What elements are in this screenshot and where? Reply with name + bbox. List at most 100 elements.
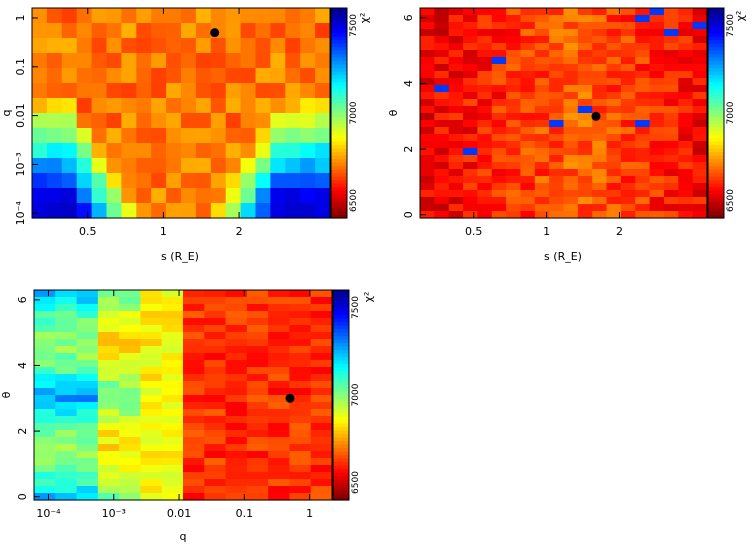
heatmap-cell xyxy=(268,318,291,326)
colorbar-label: χ² xyxy=(358,13,371,24)
heatmap-cell xyxy=(136,98,152,114)
colorbar-segment xyxy=(708,123,724,128)
heatmap-cell xyxy=(97,304,120,312)
heatmap-cell xyxy=(663,162,679,170)
heatmap-cell xyxy=(592,71,608,79)
heatmap-cell xyxy=(663,50,679,58)
heatmap-cell xyxy=(136,23,152,39)
heatmap-cell xyxy=(649,141,665,149)
heatmap-cell xyxy=(310,472,333,480)
heatmap-cell xyxy=(34,311,56,319)
colorbar-segment xyxy=(333,349,349,354)
colorbar-segment xyxy=(708,102,724,107)
heatmap-cell xyxy=(563,85,579,93)
heatmap-cell xyxy=(635,50,651,58)
colorbar-segment xyxy=(708,134,724,139)
colorbar-segment xyxy=(708,78,724,83)
heatmap-cell xyxy=(270,98,286,114)
heatmap-cell xyxy=(434,155,450,163)
heatmap-cell xyxy=(549,190,565,198)
heatmap-cell xyxy=(534,50,550,58)
heatmap-cell xyxy=(434,169,450,177)
heatmap-cell xyxy=(195,143,212,159)
heatmap-cell xyxy=(210,158,227,174)
heatmap-cell xyxy=(310,332,333,340)
heatmap-cell xyxy=(161,465,184,473)
heatmap-cell xyxy=(119,409,142,417)
heatmap-cell xyxy=(491,29,507,37)
heatmap-cell xyxy=(434,113,450,121)
heatmap-cell xyxy=(491,57,507,65)
heatmap-cell xyxy=(592,204,608,212)
heatmap-cell xyxy=(151,128,167,144)
heatmap-cell xyxy=(577,43,593,51)
heatmap-cell xyxy=(663,15,679,23)
heatmap-cell xyxy=(119,416,142,424)
heatmap-cell xyxy=(649,127,665,135)
heatmap-cell xyxy=(520,106,536,114)
heatmap-cell xyxy=(477,141,493,149)
colorbar-segment xyxy=(708,155,724,160)
heatmap-cell xyxy=(204,437,227,445)
heatmap-cell xyxy=(491,71,507,79)
colorbar-segment xyxy=(708,39,724,44)
heatmap-cell xyxy=(246,430,269,438)
y-axis-label: q xyxy=(0,110,13,117)
heatmap-cell xyxy=(506,85,522,93)
heatmap-cell xyxy=(635,57,651,65)
heatmap-cell xyxy=(34,430,56,438)
heatmap-cell xyxy=(285,23,301,39)
heatmap-cell xyxy=(225,360,248,368)
heatmap-cell xyxy=(119,360,142,368)
heatmap-cell xyxy=(289,423,312,431)
colorbar-segment xyxy=(708,95,724,100)
heatmap-cell xyxy=(563,22,579,30)
colorbar-segment xyxy=(333,402,349,407)
heatmap-cell xyxy=(692,50,708,58)
heatmap-cell xyxy=(106,8,122,24)
colorbar-segment xyxy=(333,493,349,498)
heatmap-cell xyxy=(195,173,212,189)
heatmap-cell xyxy=(268,493,291,501)
heatmap-cell xyxy=(183,374,205,382)
heatmap-cell xyxy=(76,143,93,159)
heatmap-cell xyxy=(285,68,301,84)
heatmap-cell xyxy=(563,148,579,156)
heatmap-cell xyxy=(55,444,78,452)
colorbar-segment xyxy=(333,290,349,295)
colorbar-segment xyxy=(708,53,724,58)
heatmap-cell xyxy=(520,141,536,149)
heatmap-cell xyxy=(151,143,167,159)
heatmap-cell xyxy=(246,402,269,410)
heatmap-cell xyxy=(477,50,493,58)
heatmap-cell xyxy=(606,43,622,51)
heatmap-cell xyxy=(268,353,291,361)
heatmap-cell xyxy=(549,64,565,72)
heatmap-cell xyxy=(463,78,478,86)
heatmap-cell xyxy=(76,395,99,403)
heatmap-cell xyxy=(678,71,694,79)
heatmap-cell xyxy=(520,176,536,184)
colorbar-segment xyxy=(708,137,724,142)
heatmap-cell xyxy=(255,173,271,189)
heatmap-cell xyxy=(300,23,316,39)
heatmap-cell xyxy=(448,78,464,86)
heatmap-cell xyxy=(477,204,493,212)
heatmap-cell xyxy=(520,57,536,65)
colorbar-segment xyxy=(333,374,349,379)
heatmap-cell xyxy=(649,148,665,156)
heatmap-cell xyxy=(448,92,464,100)
heatmap-cell xyxy=(649,113,665,121)
colorbar-segment xyxy=(708,113,724,118)
heatmap-cell xyxy=(477,22,493,30)
colorbar-segment xyxy=(708,29,724,34)
colorbar-segment xyxy=(708,18,724,23)
heatmap-cell xyxy=(549,162,565,170)
heatmap-cell xyxy=(91,128,108,144)
colorbar-segment xyxy=(708,88,724,93)
heatmap-cell xyxy=(310,346,333,354)
heatmap-cell xyxy=(678,211,694,219)
heatmap-cell xyxy=(606,8,622,16)
heatmap-cell xyxy=(563,57,579,65)
